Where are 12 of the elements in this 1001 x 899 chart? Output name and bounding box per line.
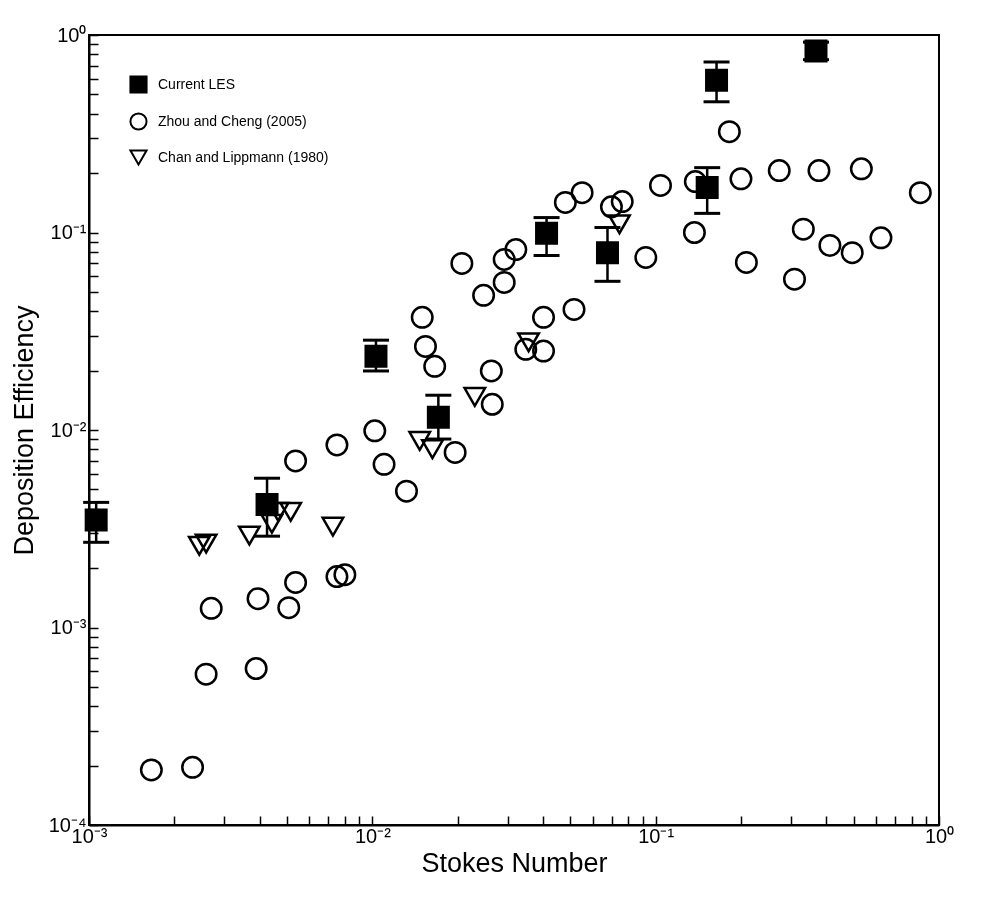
y-tick-label: 10⁻³ [50, 616, 87, 638]
legend-label: Current LES [158, 75, 236, 92]
legend-label: Zhou and Cheng (2005) [158, 112, 307, 129]
y-tick-label: 10⁻¹ [50, 221, 87, 243]
y-axis-title: Deposition Efficiency [8, 304, 39, 556]
y-tick-label: 10⁻² [50, 418, 87, 441]
x-axis-title: Stokes Number [421, 847, 608, 878]
x-tick-label: 10⁻² [354, 824, 392, 847]
y-tick-label: 10⁰ [57, 23, 87, 46]
x-tick-label: 10⁻¹ [638, 824, 675, 847]
x-tick-label: 10⁰ [924, 824, 955, 847]
legend-label: Chan and Lippmann (1980) [158, 148, 329, 165]
